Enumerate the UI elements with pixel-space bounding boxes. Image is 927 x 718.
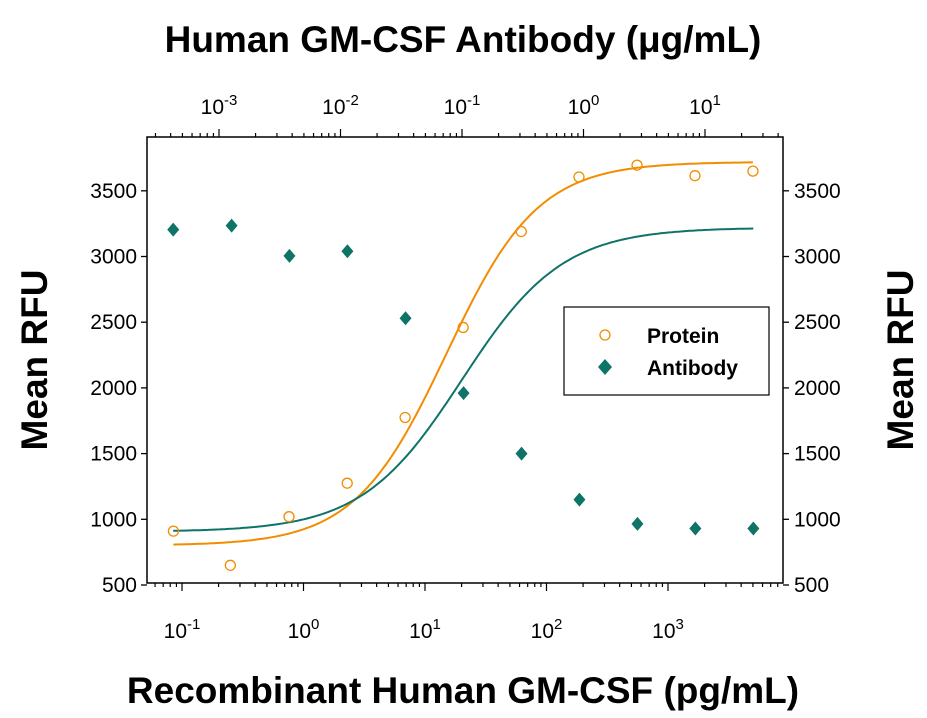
data-point-protein xyxy=(457,321,469,334)
data-point-antibody xyxy=(457,386,470,401)
legend-marker-protein xyxy=(599,329,611,341)
data-point-antibody xyxy=(283,248,296,263)
y2-tick-label: 3000 xyxy=(794,246,841,269)
data-point-protein xyxy=(689,170,701,182)
y2-tick-label: 500 xyxy=(794,574,829,597)
legend-marker-antibody xyxy=(598,359,612,375)
data-point-antibody xyxy=(515,446,528,461)
data-point-antibody xyxy=(341,244,354,259)
x-tick-label: 10-1 xyxy=(164,616,201,643)
legend: Protein Antibody xyxy=(563,306,770,396)
data-point-protein xyxy=(167,525,180,537)
y2-axis-label: Mean RFU xyxy=(880,270,921,451)
y2-tick-label: 2000 xyxy=(794,377,841,400)
y2-tick-label: 2500 xyxy=(794,311,841,334)
data-point-antibody xyxy=(573,492,586,507)
y2-tick-label: 1000 xyxy=(794,508,841,531)
fit-curve-antibody xyxy=(173,227,754,532)
x2-tick-label: 100 xyxy=(568,92,600,119)
data-point-protein xyxy=(573,171,585,183)
x2-tick-label: 10-3 xyxy=(201,92,238,119)
x-axis-label: Recombinant Human GM-CSF (pg/mL) xyxy=(127,670,799,711)
x-tick-label: 102 xyxy=(531,616,563,643)
legend-box xyxy=(563,306,770,396)
y-tick-label: 2500 xyxy=(90,311,137,334)
data-point-protein xyxy=(747,165,759,177)
plot-frame xyxy=(146,136,784,584)
y-tick-label: 1500 xyxy=(90,443,137,466)
y-tick-label: 3000 xyxy=(90,246,137,269)
y2-tick-label: 1500 xyxy=(794,443,841,466)
legend-label-antibody: Antibody xyxy=(647,357,738,380)
data-point-antibody xyxy=(225,218,238,233)
y-axis-label: Mean RFU xyxy=(14,270,55,451)
data-point-protein xyxy=(283,511,295,523)
legend-label-protein: Protein xyxy=(647,325,719,348)
data-point-protein xyxy=(341,477,353,489)
y2-tick-label: 3500 xyxy=(794,180,841,203)
x-tick-label: 103 xyxy=(652,616,684,643)
data-point-protein xyxy=(399,411,411,424)
y-tick-label: 3500 xyxy=(90,180,137,203)
y-tick-label: 500 xyxy=(102,574,137,597)
data-point-protein xyxy=(631,159,643,171)
fit-curve-protein xyxy=(173,161,753,546)
data-point-antibody xyxy=(689,521,702,536)
data-point-protein xyxy=(224,559,236,571)
x-tick-label: 101 xyxy=(409,616,441,643)
y-tick-label: 1000 xyxy=(90,508,137,531)
data-point-antibody xyxy=(399,311,412,326)
x2-tick-label: 10-1 xyxy=(444,92,481,119)
x2-tick-label: 101 xyxy=(689,92,721,119)
data-point-protein xyxy=(515,225,527,238)
x-tick-label: 100 xyxy=(288,616,320,643)
x2-tick-label: 10-2 xyxy=(322,92,359,119)
data-point-antibody xyxy=(747,521,760,536)
chart-title: Human GM-CSF Antibody (μg/mL) xyxy=(165,19,762,60)
data-point-antibody xyxy=(167,222,180,237)
y-tick-label: 2000 xyxy=(90,377,137,400)
data-point-antibody xyxy=(631,516,644,531)
